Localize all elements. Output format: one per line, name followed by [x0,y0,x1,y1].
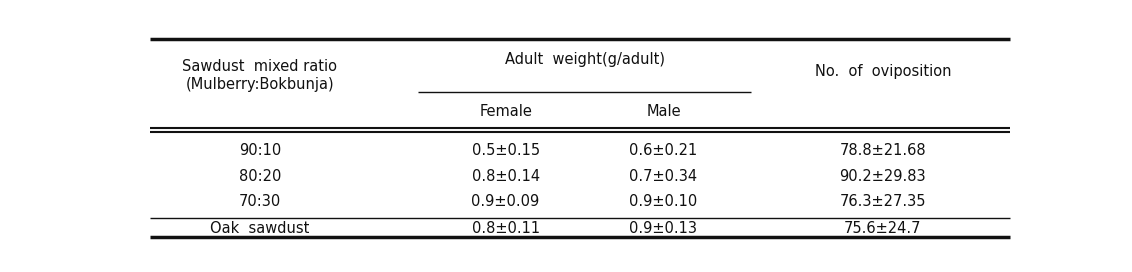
Text: Male: Male [646,104,680,119]
Text: 80:20: 80:20 [239,169,281,184]
Text: No.  of  oviposition: No. of oviposition [815,64,951,79]
Text: 0.5±0.15: 0.5±0.15 [472,143,540,159]
Text: Oak  sawdust: Oak sawdust [211,221,310,236]
Text: 0.7±0.34: 0.7±0.34 [629,169,697,184]
Text: 0.8±0.11: 0.8±0.11 [472,221,540,236]
Text: 0.8±0.14: 0.8±0.14 [472,169,540,184]
Text: 90:10: 90:10 [239,143,281,159]
Text: Adult  weight(g/adult): Adult weight(g/adult) [505,52,664,67]
Text: 0.9±0.10: 0.9±0.10 [629,194,697,209]
Text: 0.9±0.09: 0.9±0.09 [471,194,540,209]
Text: 0.9±0.13: 0.9±0.13 [629,221,697,236]
Text: 75.6±24.7: 75.6±24.7 [844,221,921,236]
Text: 90.2±29.83: 90.2±29.83 [840,169,926,184]
Text: 0.6±0.21: 0.6±0.21 [629,143,697,159]
Text: 78.8±21.68: 78.8±21.68 [840,143,926,159]
Text: 70:30: 70:30 [239,194,281,209]
Text: 76.3±27.35: 76.3±27.35 [840,194,926,209]
Text: Sawdust  mixed ratio
(Mulberry:Bokbunja): Sawdust mixed ratio (Mulberry:Bokbunja) [182,59,337,92]
Text: Female: Female [479,104,532,119]
